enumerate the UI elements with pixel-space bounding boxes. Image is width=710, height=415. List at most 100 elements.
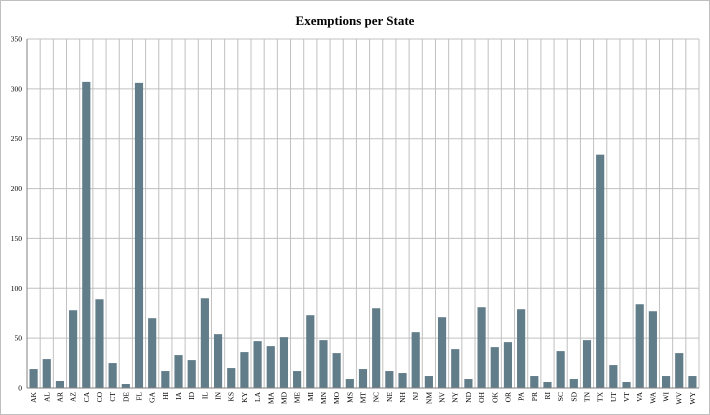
x-tick-label: AL	[42, 392, 51, 402]
x-tick-label: AK	[29, 391, 38, 402]
x-tick-label: WA	[648, 391, 657, 403]
bar-sd	[569, 379, 578, 388]
x-tick-label: MS	[345, 392, 354, 403]
x-tick-label: NV	[438, 391, 447, 402]
bar-mt	[358, 369, 368, 388]
bars	[29, 81, 697, 389]
y-tick-label: 300	[11, 84, 23, 93]
x-tick-labels: AK AL AR AZ CA CO CT DE FL GA HI IA ID IL IN KS KY LA MA MD…	[29, 391, 697, 404]
bar-wi	[661, 376, 671, 388]
x-tick-label: PR	[530, 392, 539, 401]
x-tick-label: AZ	[69, 392, 78, 402]
bar-pa	[517, 309, 526, 388]
x-tick-label: IA	[174, 391, 183, 399]
x-tick-label: NM	[424, 392, 433, 404]
x-tick-label: OH	[477, 391, 486, 402]
x-tick-label: NH	[398, 391, 407, 402]
x-tick-label: SC	[556, 392, 565, 401]
bar-ri	[543, 382, 552, 388]
y-tick-label: 200	[11, 184, 23, 193]
x-tick-label: MA	[266, 391, 275, 404]
y-tick-label: 150	[11, 234, 23, 243]
bar-md	[279, 337, 289, 388]
x-tick-label: KS	[227, 392, 236, 402]
bar-tx	[596, 154, 605, 388]
bar-mi	[306, 315, 315, 388]
x-tick-label: NY	[451, 391, 460, 402]
bar-ne	[385, 371, 394, 388]
y-tick-label: 50	[15, 334, 23, 343]
x-tick-label: HI	[161, 392, 170, 400]
x-tick-label: DE	[121, 392, 130, 402]
bar-wy	[688, 376, 697, 388]
bar-co	[95, 299, 104, 388]
x-tick-label: ME	[293, 392, 302, 404]
bar-hi	[161, 371, 170, 388]
bar-az	[69, 310, 78, 388]
bar-or	[503, 342, 513, 388]
x-tick-label: ND	[464, 391, 473, 402]
x-tick-label: VA	[635, 391, 644, 401]
bar-ms	[345, 379, 354, 388]
x-tick-label: MD	[279, 391, 288, 404]
x-tick-label: WI	[662, 391, 671, 401]
bar-ca	[82, 81, 91, 389]
x-tick-label: IN	[214, 391, 223, 399]
x-tick-label: NJ	[411, 392, 420, 400]
bar-il	[200, 298, 209, 388]
x-tick-label: MI	[306, 392, 315, 402]
x-tick-label: PA	[517, 391, 526, 400]
bar-de	[121, 384, 130, 388]
x-tick-label: AR	[55, 392, 64, 402]
bar-nd	[464, 379, 473, 388]
x-tick-label: GA	[148, 391, 157, 402]
bar-mn	[319, 340, 328, 388]
bar-mo	[332, 353, 341, 388]
chart-title: Exemptions per State	[296, 13, 415, 28]
x-tick-label: NE	[385, 392, 394, 402]
bar-sc	[556, 351, 565, 388]
x-tick-label: WY	[688, 391, 697, 404]
x-tick-label: CO	[95, 391, 104, 402]
x-tick-label: CT	[108, 392, 117, 402]
bar-ga	[148, 318, 157, 388]
x-tick-label: MT	[359, 392, 368, 404]
bar-ar	[55, 381, 65, 388]
x-tick-label: RI	[543, 391, 552, 399]
x-tick-label: MN	[319, 391, 328, 404]
bar-oh	[477, 307, 486, 388]
bar-va	[635, 304, 644, 388]
bar-ny	[451, 349, 460, 388]
bar-ut	[609, 365, 618, 388]
x-tick-label: CA	[82, 391, 91, 402]
bar-ks	[227, 368, 236, 388]
x-tick-label: VT	[622, 392, 631, 402]
x-tick-label: SD	[569, 391, 578, 401]
bar-ma	[266, 346, 275, 388]
bar-ct	[108, 363, 117, 388]
bar-vt	[622, 382, 631, 388]
bar-la	[253, 341, 262, 388]
bar-nc	[372, 308, 381, 388]
x-tick-label: OR	[503, 392, 512, 402]
y-tick-label: 250	[11, 134, 23, 143]
bar-tn	[582, 340, 592, 388]
x-tick-label: KY	[240, 391, 249, 402]
bar-ky	[240, 352, 249, 388]
x-tick-label: NC	[372, 392, 381, 402]
y-tick-label: 0	[18, 384, 22, 393]
y-tick-label: 100	[11, 284, 23, 293]
bar-nj	[411, 332, 420, 388]
bar-ok	[490, 347, 499, 388]
bar-nv	[437, 317, 447, 388]
bar-fl	[134, 82, 144, 389]
bar-me	[293, 371, 302, 388]
x-tick-label: MO	[332, 391, 341, 404]
x-tick-label: TN	[583, 391, 592, 402]
bar-in	[213, 334, 223, 388]
x-tick-label: UT	[609, 392, 618, 402]
x-tick-label: TX	[596, 391, 605, 402]
x-tick-label: IL	[200, 392, 209, 399]
